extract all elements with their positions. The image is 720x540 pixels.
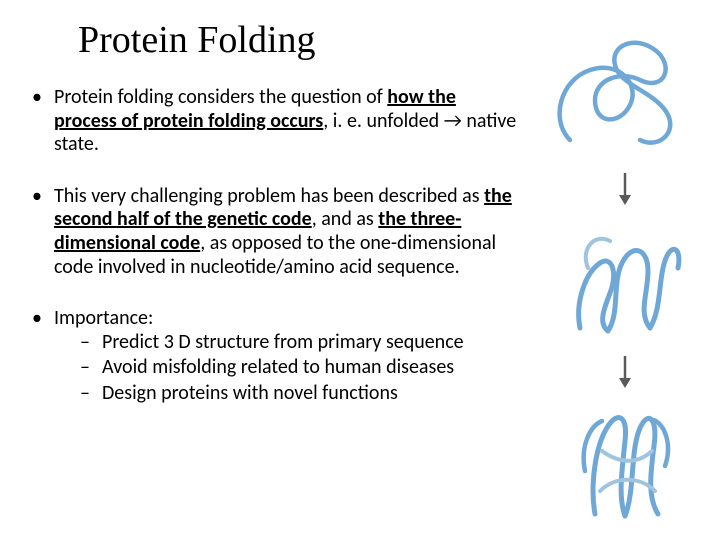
folding-diagram [540, 30, 710, 530]
bullet-2-pre: This very challenging problem has been d… [54, 184, 484, 208]
bullet-2-mid: , and as [312, 207, 379, 231]
bullet-1-text-pre: Protein folding considers the question o… [54, 85, 387, 109]
bullet-1-arrow: → [444, 109, 462, 133]
protein-stage-1-icon [540, 30, 700, 160]
arrow-1-icon [615, 171, 635, 207]
protein-stage-2-icon [540, 213, 700, 343]
bullet-1-text-post: , i. e. unfolded [323, 109, 443, 133]
arrow-2-icon [615, 354, 635, 390]
bullet-3: Importance: Predict 3 D structure from p… [24, 307, 520, 405]
bullet-2: This very challenging problem has been d… [24, 185, 520, 279]
bullet-1: Protein folding considers the question o… [24, 86, 520, 157]
sub-bullet-2: Avoid misfolding related to human diseas… [80, 356, 520, 380]
protein-stage-3-icon [540, 396, 700, 526]
bullet-3-text: Importance: [54, 306, 153, 330]
sub-bullet-3: Design proteins with novel functions [80, 382, 520, 406]
sub-bullet-1: Predict 3 D structure from primary seque… [80, 331, 520, 355]
